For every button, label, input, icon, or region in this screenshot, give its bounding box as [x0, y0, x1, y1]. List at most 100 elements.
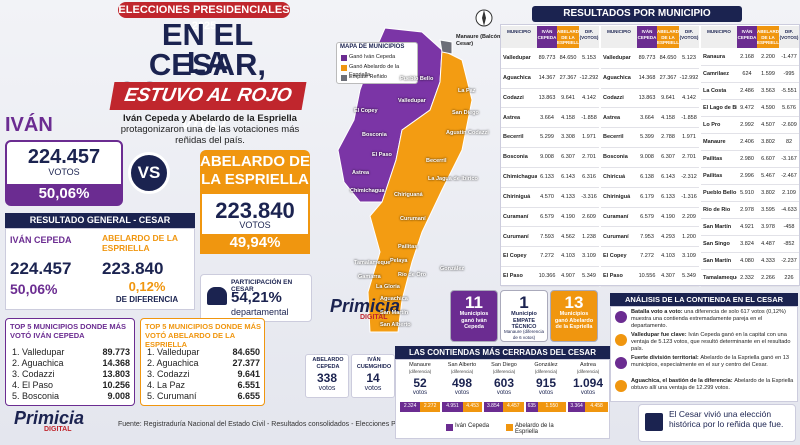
cepeda-name: IVÁN CEPEDA	[5, 114, 88, 159]
analysis-item: Fuerte división territorial: Abelardo de…	[631, 355, 795, 377]
general-right-name: ABELARDO DE LA ESPRIELLA	[102, 233, 178, 253]
count-number: 11	[465, 293, 483, 312]
closest-unit: votos	[580, 390, 596, 396]
results-cell: San Singo	[701, 236, 737, 253]
results-cell: 4.190	[557, 208, 579, 228]
count-note: Manaure (diferencia de 6 votos)	[503, 329, 545, 340]
banner: ESTUVO AL ROJO VIVO	[109, 82, 307, 134]
manaure-votes: 338	[316, 371, 338, 385]
results-cell: 9.641	[657, 89, 679, 109]
results-cell: 4.158	[657, 109, 679, 129]
results-cell: 6.143	[657, 168, 679, 188]
closest-unit: votos	[412, 390, 428, 396]
map-label: Pelaya	[390, 258, 408, 264]
map-label: San Martín	[380, 310, 409, 316]
closest-legend-label: Iván Cepeda	[455, 423, 490, 429]
results-cell: Pueblo Bello	[701, 185, 737, 202]
results-cell: 7.953	[637, 228, 657, 248]
legend-label: Empate Reñido	[349, 74, 387, 80]
map-label: Tamalameque	[354, 260, 391, 266]
subtitle-bold: Iván Cepeda y Abelardo de la Espriella	[123, 113, 297, 124]
count-text: Municipio EMPATE TÉCNICO	[511, 311, 537, 330]
results-cell: 2.200	[757, 49, 779, 66]
closest-unit: votos	[496, 390, 512, 396]
abelardo-votes-label: VOTOS	[239, 220, 271, 230]
results-cell: 2.980	[737, 151, 757, 168]
results-cell: 4.507	[757, 117, 779, 134]
map-label: Astrea	[352, 170, 370, 176]
results-cell: -2.609	[779, 117, 799, 134]
participation-value: 54,21%	[231, 289, 282, 306]
results-cell: 9.008	[637, 148, 657, 168]
map-label: La Gloria	[376, 284, 400, 290]
map-label: Aguachica	[380, 296, 408, 302]
analysis-bold: Valledupar fue clave:	[631, 332, 689, 338]
closest-legend-swatch	[446, 424, 453, 431]
region-abelardo	[367, 49, 473, 333]
general-left-pct: 50,06%	[10, 281, 58, 297]
closest-name: San Alberto	[447, 362, 477, 368]
results-cell: 5.676	[779, 100, 799, 117]
map-label: Bosconia	[362, 132, 387, 138]
results-cell: Curumaní	[601, 228, 637, 248]
results-cell: 10.556	[637, 267, 657, 287]
analysis-text: Abelardo de la Espriella ganó en 13 muni…	[631, 355, 789, 368]
map-label: Chimichagua	[350, 188, 385, 194]
general-right-diff: 0,12%	[128, 279, 166, 294]
results-cell: Lo Pro	[701, 117, 737, 134]
closest-bar: 4.951	[442, 402, 464, 412]
results-cell: 10.366	[537, 267, 557, 287]
results-cell: 3.824	[737, 236, 757, 253]
manaure-note: Manaure (Balcón del Cesar)	[456, 34, 510, 47]
results-cell: 3.595	[757, 202, 779, 219]
closest-name: San Diego	[491, 362, 517, 368]
results-cell: 7.272	[537, 247, 557, 268]
analysis-item: Batalla voto a voto: una diferencia de s…	[631, 309, 795, 331]
top5-name: 5. Bosconia	[12, 391, 60, 401]
results-cell: 1.971	[579, 128, 599, 149]
analysis-icon	[615, 357, 627, 369]
results-cell: 13.863	[637, 89, 657, 109]
vs-badge: VS	[128, 152, 170, 194]
results-card: MUNICIPIO IVÁN CEPEDA ABELARDO DE LA ESPRI…	[500, 24, 800, 287]
top5-value: 9.008	[107, 391, 130, 401]
closest-legend-swatch	[506, 424, 513, 431]
results-cell: 1.200	[679, 228, 699, 248]
results-cell: 5.349	[679, 267, 699, 287]
results-cell: 7.593	[537, 228, 557, 248]
general-left-name: IVÁN CEPEDA	[10, 235, 72, 245]
top5-value: 9.641	[237, 369, 260, 379]
results-cell: 2.701	[679, 148, 699, 168]
map-label: El Paso	[372, 152, 392, 158]
results-cell: 2.406	[737, 134, 757, 151]
results-cell: Bosconia	[501, 148, 537, 168]
results-cell: 2.978	[737, 202, 757, 219]
logo-sub: DIGITAL	[360, 314, 388, 321]
results-cell: 3.109	[579, 247, 599, 268]
results-cell: Chiriniguá	[501, 188, 537, 208]
map-label: Pailitas	[398, 244, 418, 250]
results-cell: 84.650	[557, 49, 579, 69]
closest-bar: 2.324	[400, 402, 421, 412]
closest-note: (diferencia)	[450, 369, 474, 374]
general-right-votes: 223.840	[102, 259, 164, 278]
logo-name: Primicia	[14, 408, 85, 428]
logo-sub: DIGITAL	[44, 426, 72, 433]
results-cell: 3.802	[757, 185, 779, 202]
count-card: 11 Municipios ganó Iván Cepeda	[450, 290, 498, 342]
closest-bar-label: 4.453	[466, 403, 479, 409]
closest-bar: 3.364	[568, 402, 586, 412]
closest-bar-label: 635	[527, 403, 536, 409]
closing: El Cesar vivió una elección histórica po…	[669, 409, 784, 429]
count-card: 13 Municipios ganó Abelardo de la Espriel…	[550, 290, 598, 342]
closest-bar-label: 2.324	[403, 403, 417, 409]
results-cell: Camrilaez	[701, 66, 737, 83]
map-label: Curumaní	[400, 216, 426, 222]
manaure-unit: votos	[318, 385, 336, 392]
results-cell: 5.910	[737, 185, 757, 202]
map-label: Becerril	[426, 158, 447, 164]
manaure-name: ABELARDO CEPEDA	[312, 357, 344, 370]
closest-bar: 2.272	[420, 402, 440, 412]
results-cell: Rio de Rio	[701, 202, 737, 219]
results-cell: 4.142	[679, 89, 699, 109]
